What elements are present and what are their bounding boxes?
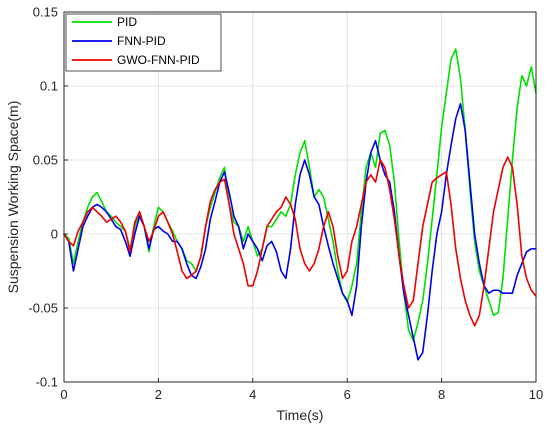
x-tick-label: 2 [155,387,162,402]
x-tick-label: 6 [344,387,351,402]
x-axis-label: Time(s) [277,407,324,423]
legend-label-fnn-pid: FNN-PID [117,34,166,48]
y-tick-label: 0.1 [40,79,58,94]
series-line-gwo-fnn-pid [63,156,537,327]
legend-box [65,13,222,72]
axis-ticks [63,11,537,383]
x-tick-label: 10 [529,387,543,402]
y-tick-labels: -0.1 -0.05 0 0.05 0.1 0.15 [28,5,58,390]
y-tick-label: -0.1 [36,375,58,390]
y-tick-label: 0 [51,227,58,242]
x-tick-label: 4 [249,387,256,402]
plot-background [64,12,536,382]
grid-lines [63,11,537,383]
legend-label-pid: PID [117,15,137,29]
x-tick-labels: 0 2 4 6 8 10 [60,387,543,402]
legend: PID FNN-PID GWO-FNN-PID [65,13,222,72]
y-tick-label: -0.05 [28,301,58,316]
y-axis-label: Suspension Working Space(m) [5,101,21,294]
x-tick-label: 8 [438,387,445,402]
plot-frame [63,11,537,383]
x-tick-label: 0 [60,387,67,402]
series-lines [63,48,537,361]
y-tick-label: 0.15 [33,5,58,20]
legend-label-gwo-fnn-pid: GWO-FNN-PID [117,53,200,67]
y-tick-label: 0.05 [33,153,58,168]
